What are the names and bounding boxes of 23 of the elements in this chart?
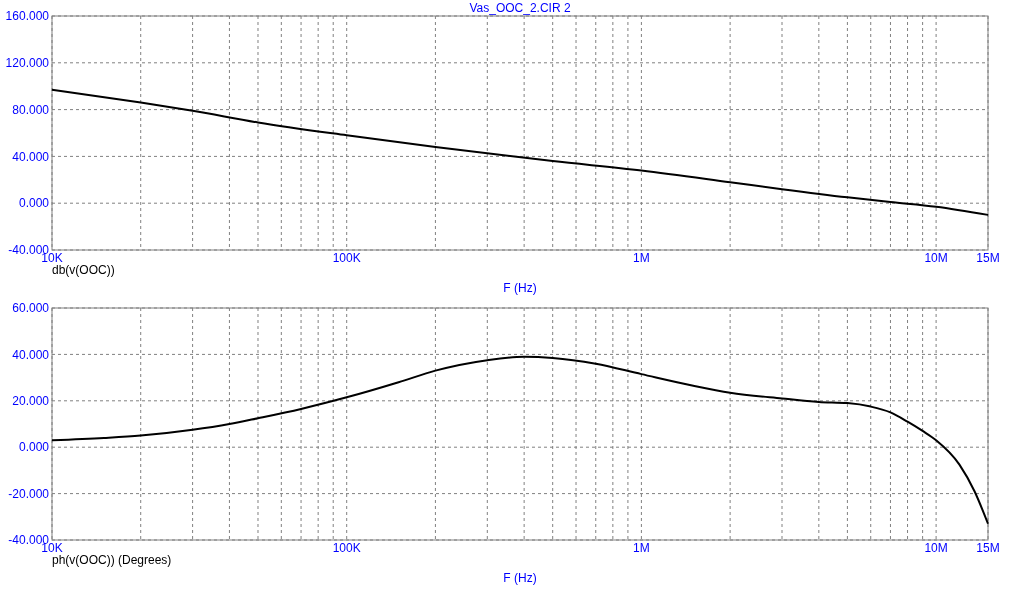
y-tick-label: 0.000 bbox=[18, 440, 50, 455]
x-tick-label: 1M bbox=[633, 251, 650, 265]
chart-title: Vas_OOC_2.CIR 2 bbox=[469, 1, 571, 15]
x-tick-label: 10M bbox=[924, 541, 948, 555]
y-tick-label: 0.000 bbox=[18, 196, 50, 211]
y-tick-label: 60.000 bbox=[12, 301, 50, 316]
y-tick-label: 40.000 bbox=[12, 347, 50, 362]
x-tick-label: 15M bbox=[976, 541, 1000, 555]
y-tick-label: 80.000 bbox=[12, 102, 50, 117]
x-tick-label: 100K bbox=[332, 251, 361, 265]
text: db(v(OOC)) bbox=[52, 263, 115, 277]
x-tick-label: 1M bbox=[633, 541, 650, 555]
x-tick-label: 15M bbox=[976, 251, 1000, 265]
y-tick-label: 120.000 bbox=[5, 56, 50, 70]
text: ph(v(OOC)) (Degrees) bbox=[52, 553, 172, 567]
y-tick-label: 20.000 bbox=[12, 394, 50, 408]
y-tick-label: 160.000 bbox=[5, 9, 50, 24]
x-tick-label: 100K bbox=[332, 541, 361, 555]
x-axis-title: F (Hz) bbox=[503, 571, 537, 585]
y-tick-label: 40.000 bbox=[12, 149, 50, 164]
x-axis-title: F (Hz) bbox=[503, 281, 537, 295]
y-tick-label: -20.000 bbox=[8, 486, 50, 501]
x-tick-label: 10M bbox=[924, 251, 948, 265]
